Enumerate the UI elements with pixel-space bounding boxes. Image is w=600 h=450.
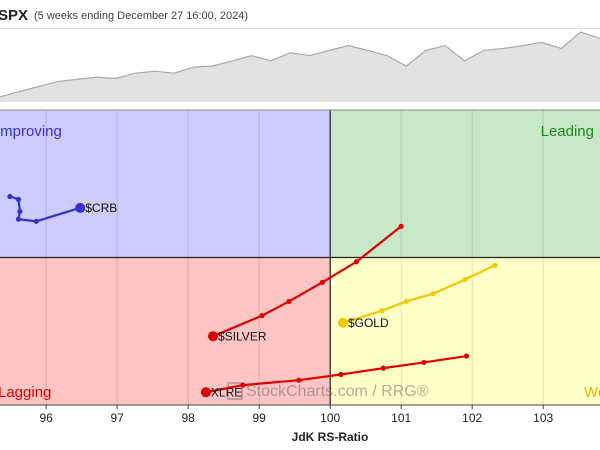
quadrant-label: Weakening (584, 384, 600, 401)
tail-point (379, 308, 385, 314)
series-label: XLRE (211, 385, 242, 399)
quadrant (0, 257, 331, 405)
tail-point (319, 279, 325, 285)
tail-line (342, 264, 496, 324)
tail-point (338, 371, 344, 378)
tail-point (240, 382, 246, 388)
chart-title: SPX (0, 7, 28, 24)
tail-head (337, 317, 348, 328)
watermark-icon (227, 382, 243, 400)
quadrant (330, 110, 600, 258)
quadrant (0, 110, 331, 258)
quadrant-label: Lagging (0, 384, 51, 401)
tail-head (200, 387, 211, 398)
x-tick-label: 96 (39, 411, 53, 425)
watermark: StockCharts.com / RRG® (246, 383, 429, 400)
tail-point (398, 223, 404, 229)
tail-head (208, 331, 219, 342)
benchmark-line (0, 31, 600, 98)
tail-point (17, 208, 23, 215)
series-label: $CRB (85, 201, 117, 215)
quadrant-label: Leading (541, 123, 594, 140)
x-axis-title: JdK RS-Ratio (292, 430, 369, 444)
tail-point (33, 218, 39, 224)
tail-point (403, 298, 409, 305)
tail-point (259, 313, 265, 319)
tail-head (75, 202, 86, 213)
tail-point (430, 291, 436, 297)
tail-point (286, 298, 292, 305)
quadrant (330, 257, 600, 405)
tail-point (296, 377, 302, 383)
x-tick-label: 98 (181, 411, 195, 425)
series-label: $GOLD (348, 316, 389, 330)
x-tick-label: 97 (110, 411, 124, 425)
tail-point (380, 365, 387, 371)
tail-point (492, 262, 498, 268)
x-tick-label: 103 (533, 411, 553, 425)
x-tick-label: 99 (252, 411, 266, 425)
tail-point (421, 359, 427, 366)
series-label: $SILVER (218, 329, 267, 343)
tail-line (212, 225, 402, 338)
tail-point (463, 353, 470, 359)
tail-point (462, 276, 468, 283)
quadrant-label: Improving (0, 123, 62, 140)
tail-point (7, 193, 13, 200)
x-tick-label: 101 (391, 411, 411, 425)
x-tick-label: 102 (462, 411, 482, 425)
tail-point (15, 196, 22, 202)
tail-point (353, 259, 360, 265)
chart-subtitle: (5 weeks ending December 27 16:00, 2024) (34, 10, 248, 22)
x-tick-label: 100 (320, 411, 340, 425)
tail-point (15, 216, 22, 222)
